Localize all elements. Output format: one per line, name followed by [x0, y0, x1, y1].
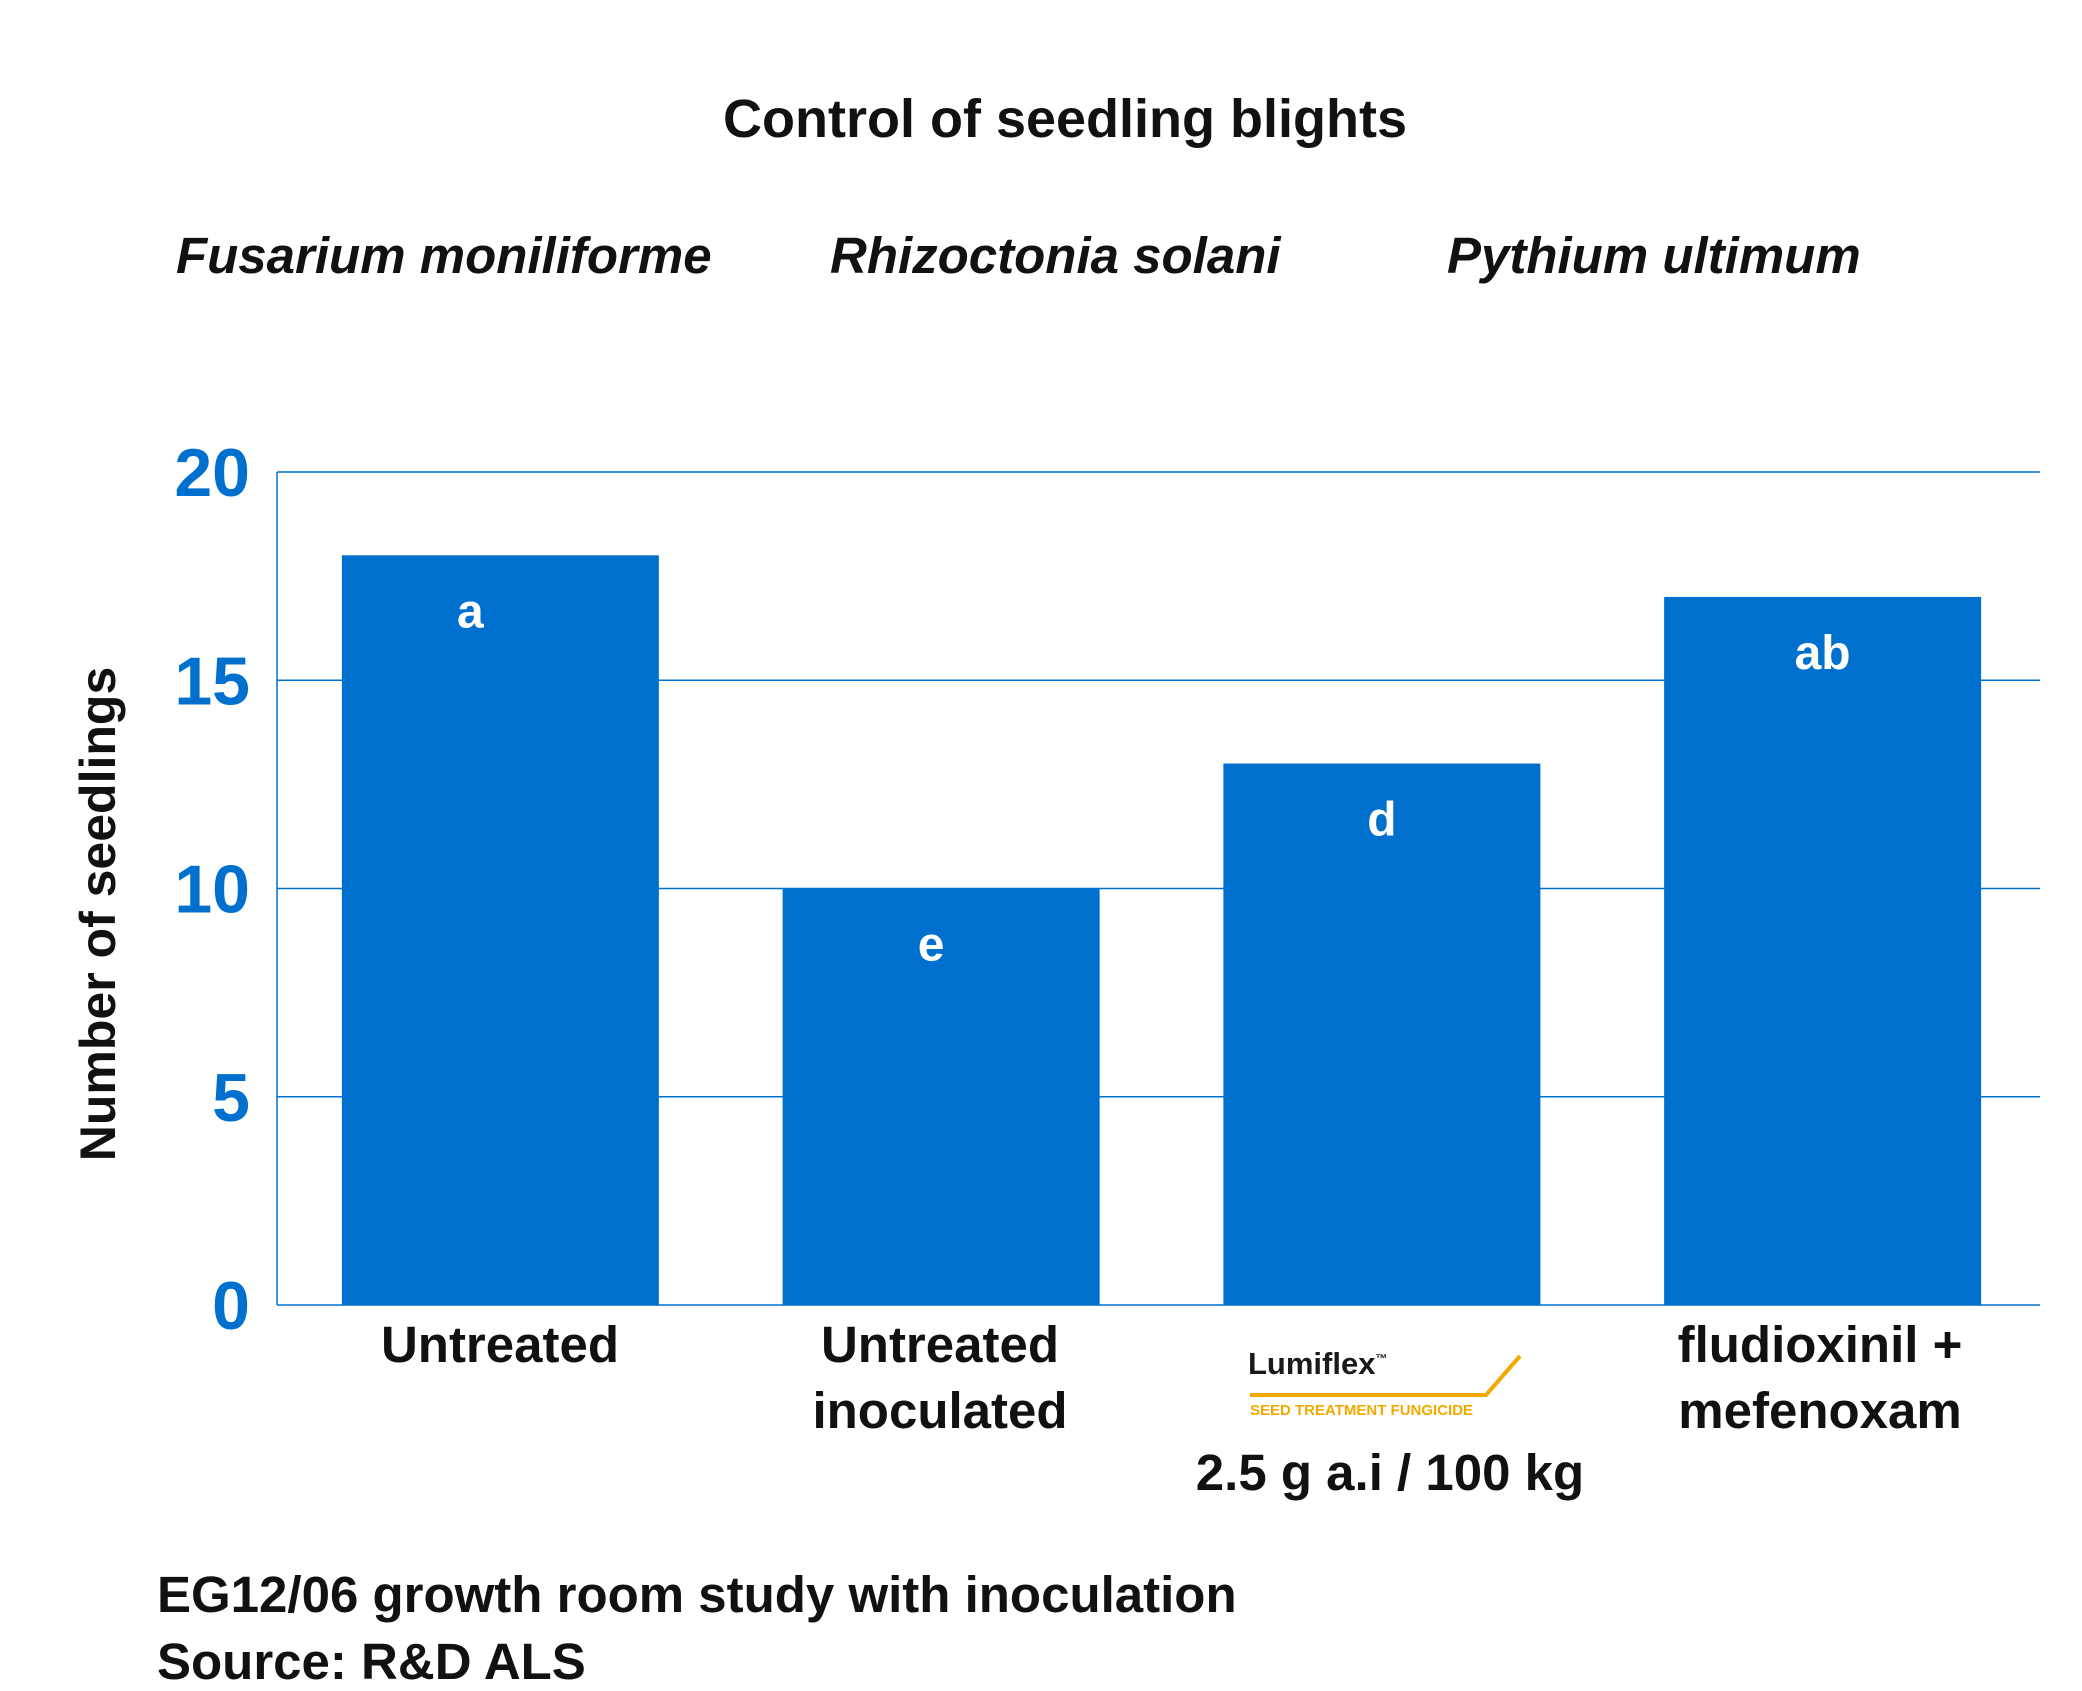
x-label-line-1: fludioxinil +	[1677, 1316, 1963, 1373]
x-label-untreated: Untreated	[290, 1312, 710, 1378]
lumiflex-logo: Lumiflex™ SEED TREATMENT FUNGICIDE	[1240, 1342, 1530, 1428]
logo-wordmark: Lumiflex	[1248, 1346, 1376, 1381]
bar-significance-label: ab	[1795, 627, 1851, 680]
x-label-untreated-text: Untreated	[380, 1316, 620, 1373]
chart-title: Control of seedling blights	[723, 89, 1407, 149]
subtitle-pythium: Pythium ultimum	[1447, 227, 1861, 284]
logo-trademark: ™	[1375, 1351, 1388, 1366]
x-label-fludioxinil-mefenoxam: fludioxinil + mefenoxam	[1610, 1312, 2030, 1444]
x-label-untreated-inoculated: Untreated inoculated	[730, 1312, 1150, 1444]
y-tick-label: 20	[174, 435, 250, 511]
x-label-line-2: inoculated	[812, 1382, 1068, 1439]
y-tick-label: 15	[174, 643, 250, 719]
bar-significance-label: a	[457, 585, 484, 638]
bar-significance-label: e	[918, 919, 945, 972]
bar	[782, 888, 1100, 1305]
x-label-line-1: Untreated	[820, 1316, 1060, 1373]
footnote-source: Source: R&D ALS	[157, 1633, 586, 1690]
y-tick-label: 10	[174, 852, 250, 928]
subtitle-rhizoctonia: Rhizoctonia solani	[830, 227, 1281, 284]
x-label-lumiflex-dose: 2.5 g a.i / 100 kg	[1195, 1444, 1585, 1501]
logo-tagline: SEED TREATMENT FUNGICIDE	[1250, 1402, 1474, 1419]
bar-significance-label: d	[1367, 794, 1396, 847]
subtitle-fusarium: Fusarium moniliforme	[176, 227, 712, 284]
bar	[1223, 763, 1541, 1305]
y-tick-label: 0	[212, 1268, 250, 1344]
logo-swoosh-icon	[1250, 1354, 1522, 1397]
y-tick-label: 5	[212, 1060, 250, 1136]
footnote-study: EG12/06 growth room study with inoculati…	[157, 1566, 1237, 1623]
bar	[341, 555, 659, 1305]
logo-name: Lumiflex™	[1248, 1346, 1387, 1382]
bar	[1664, 596, 1982, 1305]
x-label-line-2: mefenoxam	[1678, 1382, 1962, 1439]
